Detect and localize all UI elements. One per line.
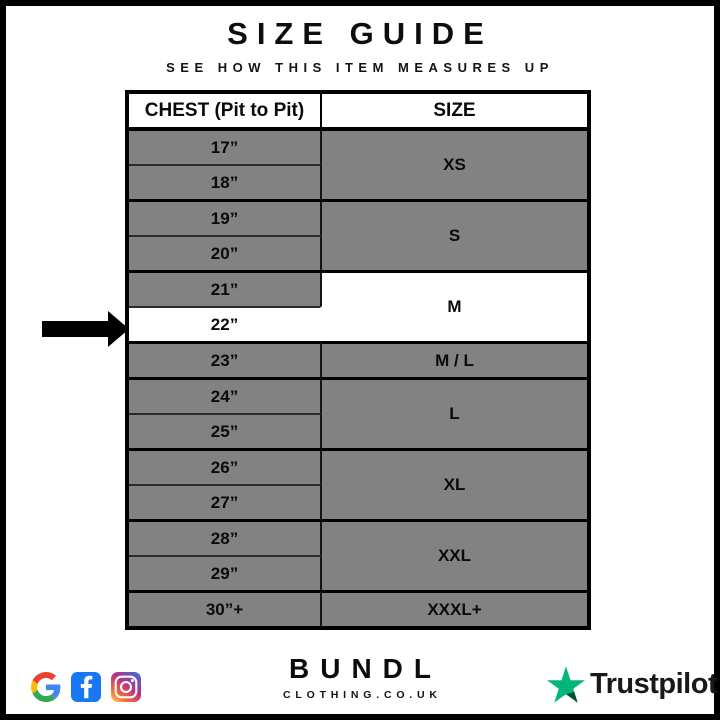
brand-name: BUNDL: [289, 653, 442, 684]
arrow-right-icon: [42, 311, 129, 347]
column-header-chest: CHEST (Pit to Pit): [129, 94, 322, 128]
size-cell: XXL: [322, 519, 587, 590]
size-cell: XL: [322, 448, 587, 519]
chest-cell: 26”: [129, 448, 322, 484]
column-header-size: SIZE: [322, 94, 587, 128]
table-row: 28” XXL: [129, 519, 587, 590]
brand-logo: BUNDL CLOTHING.CO.UK: [6, 653, 714, 703]
table-row: 23” M / L: [129, 341, 587, 377]
trustpilot-logo: Trustpilot: [547, 666, 718, 703]
size-cell: XXXL+: [322, 590, 587, 626]
size-cell: M / L: [322, 341, 587, 377]
table-row: 26” XL: [129, 448, 587, 519]
size-table-container: CHEST (Pit to Pit) SIZE 17” XS 18” 19” S 20” 2…: [125, 90, 591, 630]
size-cell: M: [322, 270, 587, 341]
trustpilot-star-icon: [547, 666, 585, 703]
chest-cell: 23”: [129, 341, 322, 377]
chest-cell: 30”+: [129, 590, 322, 626]
table-row: 29”: [129, 555, 587, 590]
page-title: SIZE GUIDE: [227, 16, 493, 51]
size-table-body: 17” XS 18” 19” S 20” 21” M 22” 23” M / L 24” L 25” 26”…: [129, 128, 587, 626]
table-row: 30”+ XXXL+: [129, 590, 587, 626]
google-icon: [31, 672, 61, 702]
table-row: 21” M: [129, 270, 587, 341]
chest-cell: 27”: [129, 484, 322, 519]
chest-cell: 28”: [129, 519, 322, 555]
chest-cell: 29”: [129, 555, 322, 590]
table-row: 20”: [129, 235, 587, 270]
table-row: 22”: [129, 306, 587, 341]
table-row: 19” S: [129, 199, 587, 270]
size-cell: L: [322, 377, 587, 448]
table-row: 17” XS: [129, 128, 587, 199]
facebook-icon: [71, 672, 101, 702]
chest-cell: 21”: [129, 270, 322, 306]
size-table: CHEST (Pit to Pit) SIZE 17” XS 18” 19” S 20” 2…: [125, 90, 591, 630]
page-subtitle: SEE HOW THIS ITEM MEASURES UP: [166, 60, 554, 75]
instagram-icon: [111, 672, 141, 702]
brand-sub: CLOTHING.CO.UK: [283, 689, 442, 701]
chest-cell: 20”: [129, 235, 322, 270]
size-cell: S: [322, 199, 587, 270]
chest-cell: 17”: [129, 128, 322, 164]
table-row: 25”: [129, 413, 587, 448]
table-row: 18”: [129, 164, 587, 199]
size-cell: XS: [322, 128, 587, 199]
chest-cell: 19”: [129, 199, 322, 235]
chest-cell: 24”: [129, 377, 322, 413]
trustpilot-label: Trustpilot: [590, 668, 718, 700]
chest-cell: 22”: [129, 306, 322, 341]
table-row: 27”: [129, 484, 587, 519]
table-row: 24” L: [129, 377, 587, 448]
chest-cell: 18”: [129, 164, 322, 199]
chest-cell: 25”: [129, 413, 322, 448]
social-icons: [31, 672, 141, 702]
table-header-row: CHEST (Pit to Pit) SIZE: [129, 94, 587, 128]
